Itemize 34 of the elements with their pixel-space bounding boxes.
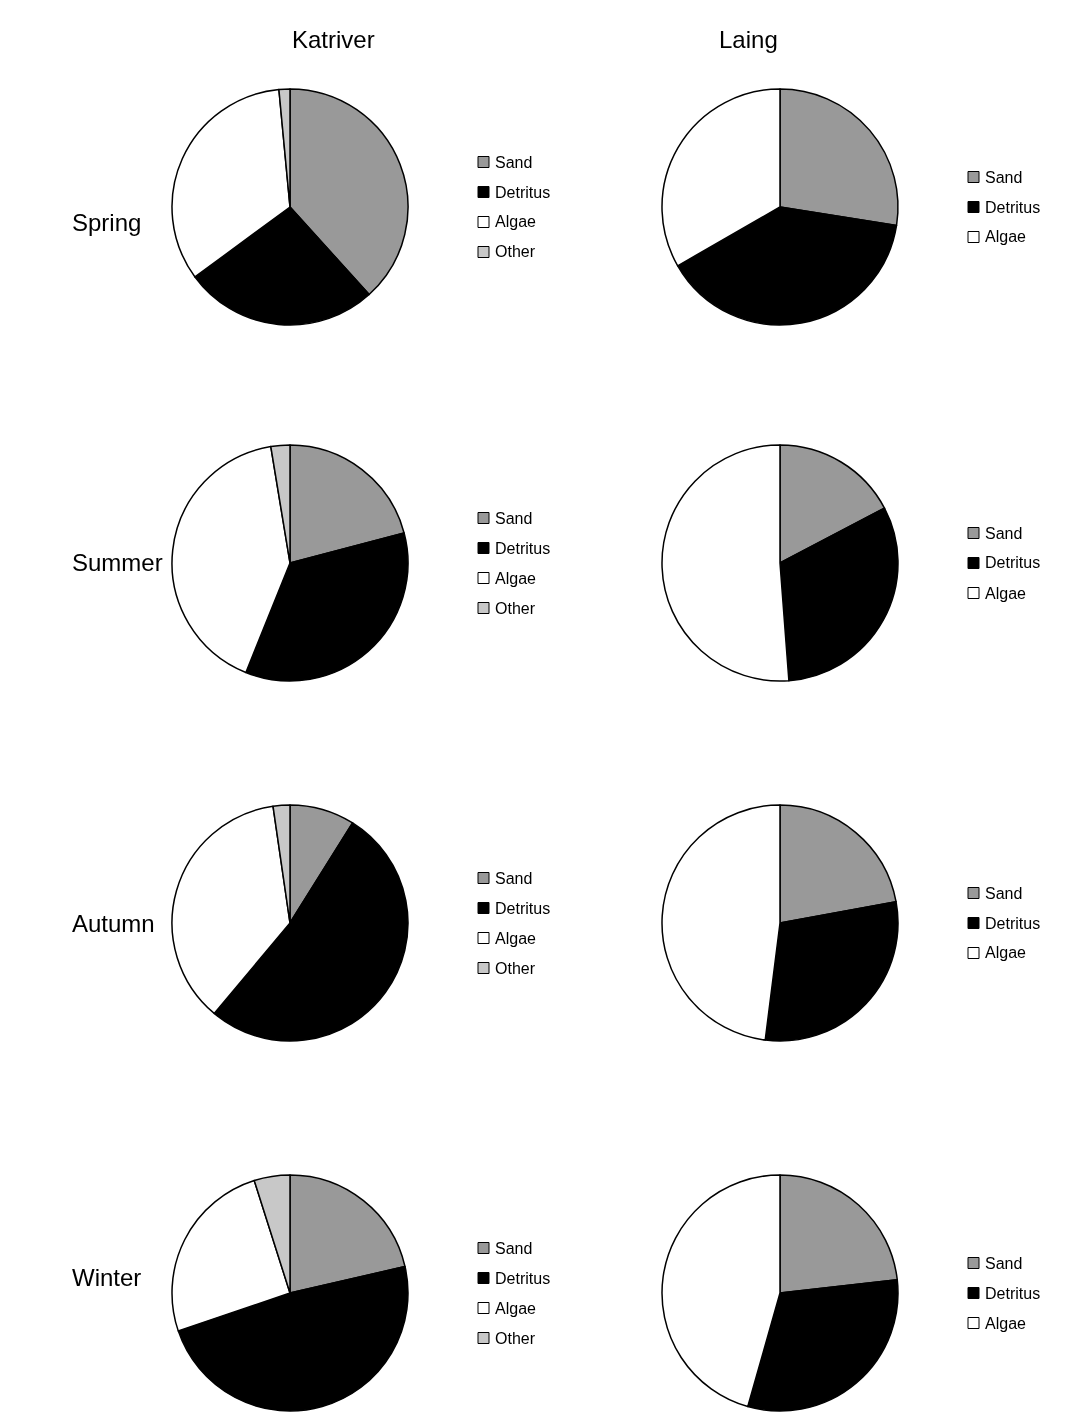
legend-label: Algae <box>495 570 537 587</box>
text: Summer <box>72 549 163 576</box>
legend-label: Detritus <box>495 540 551 557</box>
chart-title: Katriver <box>292 26 375 53</box>
text: Autumn <box>72 910 155 937</box>
legend-label: Detritus <box>495 184 551 201</box>
legend-label: Sand <box>985 1255 1023 1272</box>
legend-label: Other <box>495 1330 536 1347</box>
legend-label: Other <box>495 243 536 260</box>
legend-label: Algae <box>985 228 1027 245</box>
legend-label: Algae <box>985 1315 1027 1332</box>
legend-label: Algae <box>495 930 537 947</box>
legend-label: Sand <box>495 510 533 527</box>
legend-label: Detritus <box>985 915 1041 932</box>
legend-label: Sand <box>985 525 1023 542</box>
chart-title: Laing <box>719 26 778 53</box>
legend-label: Sand <box>985 169 1023 186</box>
text: Winter <box>72 1264 142 1291</box>
legend-label: Algae <box>985 944 1027 961</box>
legend-label: Sand <box>985 885 1023 902</box>
legend-label: Detritus <box>985 554 1041 571</box>
legend-label: Other <box>495 600 536 617</box>
legend-label: Algae <box>985 585 1027 602</box>
legend-label: Sand <box>495 154 533 171</box>
legend-label: Detritus <box>985 1285 1041 1302</box>
text: Spring <box>72 209 142 236</box>
legend-label: Sand <box>495 1240 533 1257</box>
legend-label: Detritus <box>495 1270 551 1287</box>
legend-label: Detritus <box>985 199 1041 216</box>
legend-label: Algae <box>495 213 537 230</box>
legend-label: Algae <box>495 1300 537 1317</box>
legend-label: Detritus <box>495 900 551 917</box>
legend-label: Sand <box>495 870 533 887</box>
legend-label: Other <box>495 960 536 977</box>
